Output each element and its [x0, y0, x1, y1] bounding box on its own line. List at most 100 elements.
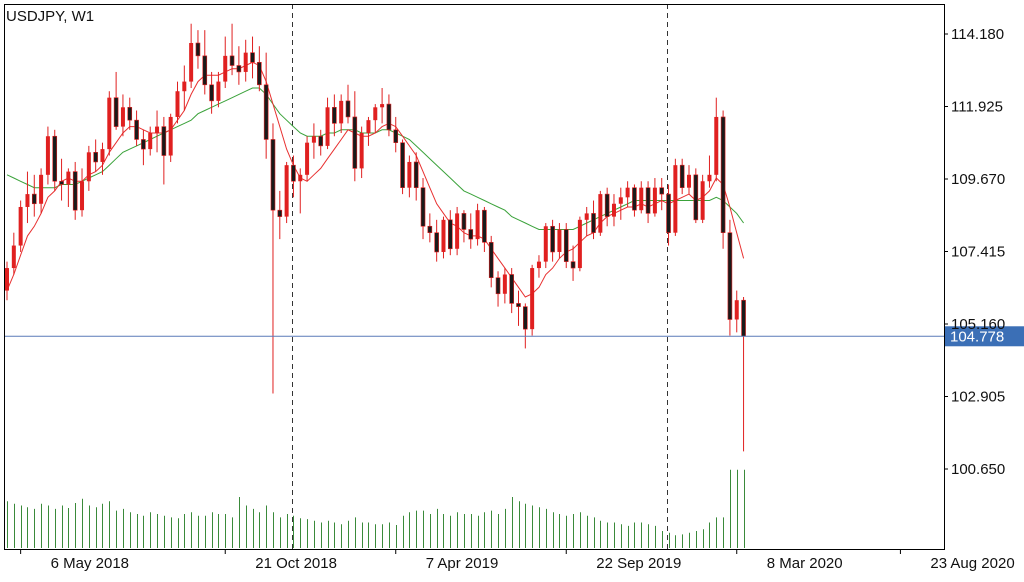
time-tick-label: 8 Mar 2020 [767, 555, 843, 572]
candle [182, 65, 187, 111]
candle [202, 30, 208, 95]
candle [687, 165, 691, 195]
candle [393, 116, 399, 153]
candle-body-down [495, 277, 501, 295]
candle [277, 190, 283, 240]
candle [413, 152, 419, 201]
candle [400, 139, 405, 195]
candle [386, 94, 392, 137]
candle [502, 268, 507, 304]
candle-body-down [509, 274, 514, 304]
candle [557, 223, 562, 259]
candle-body-up [66, 171, 71, 185]
candle [155, 110, 160, 153]
candle-body-up [168, 116, 173, 156]
candle-body-up [700, 181, 705, 220]
candle-body-up [120, 107, 125, 127]
candle [5, 261, 9, 301]
candle-body-up [530, 268, 535, 330]
price-tick-label: 107.415 [951, 244, 1005, 261]
candle-body-down [318, 135, 324, 147]
candle [257, 46, 262, 92]
candle-body-up [557, 229, 562, 252]
candle [455, 206, 460, 256]
candle-body-down [202, 55, 208, 86]
candle-body-up [284, 165, 289, 217]
candle [216, 71, 221, 108]
candle [673, 158, 678, 236]
price-tick-label: 114.180 [951, 26, 1004, 43]
price-tick-label: 105.160 [951, 316, 1005, 333]
candle-body-up [373, 107, 378, 121]
candle-body-down [236, 65, 242, 73]
candle-body-up [598, 194, 603, 233]
candle-body-down [127, 107, 133, 121]
candle [720, 110, 726, 249]
candle-body-down [393, 129, 399, 143]
candle [298, 168, 303, 214]
volume-bars [7, 469, 745, 548]
candle [577, 216, 582, 272]
candle-body-down [591, 213, 596, 233]
candle [530, 264, 535, 336]
time-tick-label: 6 May 2018 [51, 555, 129, 572]
candle [475, 203, 480, 246]
candle-body-up [475, 210, 480, 240]
candle [727, 219, 733, 336]
candle [447, 210, 453, 256]
candle [645, 181, 651, 224]
candle [134, 110, 139, 146]
candle-body-down [741, 299, 746, 337]
candle-body-up [366, 120, 371, 134]
current-price-line: 104.778 [4, 326, 1024, 347]
candle [25, 171, 30, 224]
candle-body-down [413, 161, 419, 188]
candle-body-up [216, 81, 221, 101]
candle-body-down [277, 209, 283, 217]
candle [352, 91, 358, 182]
candle [591, 200, 596, 240]
candle-body-up [5, 268, 9, 291]
candle-body-down [516, 303, 521, 307]
candle-body-down [434, 232, 439, 253]
candle-body-down [257, 61, 262, 86]
candle [52, 129, 58, 191]
candle-body-up [359, 133, 364, 169]
candle [563, 223, 569, 269]
candle-body-down [250, 52, 255, 63]
candle [161, 116, 167, 185]
candle [148, 126, 153, 156]
candle-body-up [189, 43, 194, 82]
candle [509, 268, 514, 314]
time-tick-label: 22 Sep 2019 [596, 555, 681, 572]
candle [570, 245, 576, 281]
candle-body-up [80, 181, 85, 211]
candle-body-down [482, 209, 487, 243]
candle [632, 184, 637, 217]
candle [495, 271, 501, 307]
candle [523, 303, 528, 349]
candle [679, 158, 685, 195]
time-tick-label: 7 Apr 2019 [426, 555, 499, 572]
candle [359, 126, 364, 179]
candle-body-down [679, 164, 685, 188]
candle [270, 123, 276, 394]
candle-body-up [441, 219, 446, 252]
candle [420, 178, 426, 240]
candle-body-down [427, 225, 433, 233]
candle [407, 155, 412, 198]
candle [536, 255, 541, 278]
candle-body-down [550, 225, 555, 253]
candle [666, 184, 671, 246]
candle-body-up [311, 136, 316, 143]
candle [100, 142, 105, 175]
candle [291, 155, 296, 198]
candle-body-down [345, 100, 351, 118]
candle [427, 213, 433, 243]
candle-body-up [45, 136, 50, 175]
candle-body-down [263, 84, 269, 140]
candle-body-down [659, 187, 665, 195]
candle-body-down [352, 116, 358, 169]
candle [693, 168, 699, 224]
candle [468, 213, 474, 249]
